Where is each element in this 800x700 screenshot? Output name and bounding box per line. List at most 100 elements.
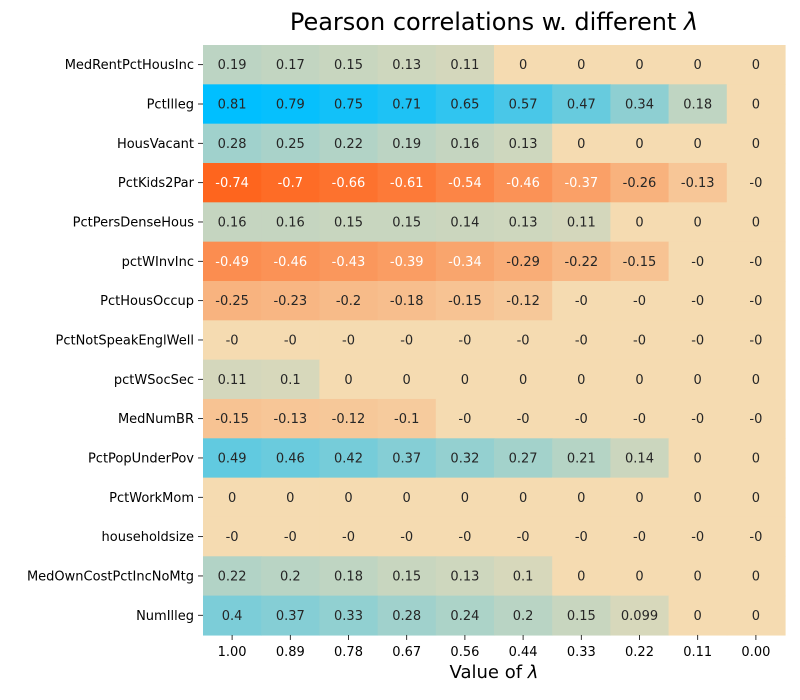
heatmap-cell-label: 0 xyxy=(635,58,643,73)
heatmap-cell xyxy=(494,241,553,282)
heatmap-cell-label: -0.25 xyxy=(215,294,249,309)
heatmap-cell xyxy=(726,595,786,636)
x-tick-label: 0.33 xyxy=(567,645,596,660)
heatmap-cell-label: -0.37 xyxy=(564,176,598,191)
heatmap-cell xyxy=(377,359,437,400)
heatmap-cell-label: -0 xyxy=(691,255,704,270)
heatmap-cell xyxy=(726,477,786,518)
heatmap-cell xyxy=(377,280,437,321)
heatmap-cell xyxy=(261,123,320,164)
heatmap-cell-label: 0 xyxy=(752,451,760,466)
heatmap-cell xyxy=(435,477,495,518)
heatmap-cell-label: 0 xyxy=(228,491,236,506)
heatmap-cell xyxy=(668,477,728,518)
heatmap-cell xyxy=(494,359,553,400)
heatmap-cell xyxy=(552,123,611,164)
heatmap-cell-label: 0.33 xyxy=(334,609,363,624)
heatmap-cell xyxy=(668,556,728,597)
heatmap-cell xyxy=(610,556,670,597)
heatmap-cell xyxy=(319,241,379,282)
x-tick-label: 0.00 xyxy=(741,645,770,660)
heatmap-cell xyxy=(494,556,553,597)
heatmap-cell xyxy=(435,359,495,400)
heatmap-cell xyxy=(203,477,262,518)
heatmap-cell xyxy=(668,398,728,439)
heatmap-cell xyxy=(668,45,728,85)
heatmap-cell-label: 0.13 xyxy=(450,569,479,584)
heatmap-cell-label: -0.29 xyxy=(506,255,540,270)
x-tick-label: 0.78 xyxy=(334,645,363,660)
heatmap-cell-label: 0 xyxy=(519,373,527,388)
heatmap-cell-label: 0 xyxy=(694,58,702,73)
heatmap-cell-label: -0 xyxy=(575,530,588,545)
heatmap-cell-label: 0.11 xyxy=(218,373,247,388)
heatmap-cell xyxy=(668,280,728,321)
heatmap-cell-label: 0.4 xyxy=(222,609,243,624)
heatmap-cell xyxy=(435,398,495,439)
heatmap-cell xyxy=(726,398,786,439)
x-tick-label: 0.67 xyxy=(392,645,421,660)
heatmap-cell xyxy=(610,123,670,164)
heatmap-cell xyxy=(552,438,611,479)
heatmap-cell-label: -0 xyxy=(633,294,646,309)
heatmap-cell-label: 0.13 xyxy=(509,215,538,230)
heatmap-cell-label: 0.14 xyxy=(450,215,479,230)
heatmap-cell xyxy=(610,45,670,85)
heatmap-cell xyxy=(494,438,553,479)
heatmap-cell-label: 0.71 xyxy=(392,98,421,113)
heatmap-cell xyxy=(494,280,553,321)
heatmap-cell xyxy=(377,320,437,361)
heatmap-cell xyxy=(610,438,670,479)
heatmap-cell-label: 0 xyxy=(461,373,469,388)
heatmap-cell xyxy=(435,280,495,321)
x-tick-labels: 1.00 0.89 0.78 0.67 0.56 0.44 0.33 0.22 0.11 0.00 xyxy=(218,634,770,660)
heatmap-cell xyxy=(552,202,611,243)
heatmap-cell-label: -0.43 xyxy=(332,255,366,270)
heatmap-cell xyxy=(319,438,379,479)
heatmap-cell-label: 0 xyxy=(694,215,702,230)
heatmap-cell-label: -0 xyxy=(691,412,704,427)
y-tick-label: PctIlleg xyxy=(147,98,194,113)
heatmap-cell xyxy=(319,84,379,125)
heatmap-cell-label: -0.74 xyxy=(215,176,249,191)
heatmap-cell xyxy=(319,595,379,636)
heatmap-cell-label: 0.65 xyxy=(450,98,479,113)
heatmap-cell-label: 0 xyxy=(752,58,760,73)
heatmap-cell xyxy=(726,84,786,125)
heatmap-cell xyxy=(552,280,611,321)
heatmap-cell-label: -0 xyxy=(400,530,413,545)
heatmap-cell xyxy=(377,241,437,282)
y-tick-label: pctWInvInc xyxy=(122,255,194,270)
heatmap-cell-label: 0.19 xyxy=(218,58,247,73)
heatmap-cell-label: -0.46 xyxy=(273,255,307,270)
heatmap-cell-label: -0.49 xyxy=(215,255,249,270)
heatmap-cell xyxy=(319,202,379,243)
heatmap-cell-label: -0 xyxy=(458,412,471,427)
heatmap-cell-label: 0.57 xyxy=(509,98,538,113)
x-tick-label: 0.89 xyxy=(276,645,305,660)
heatmap-cell xyxy=(668,84,728,125)
heatmap-cell xyxy=(261,45,320,85)
heatmap-cell-label: 0.37 xyxy=(392,451,421,466)
heatmap-cell-label: 0.2 xyxy=(513,609,534,624)
heatmap-cell-label: -0 xyxy=(691,333,704,348)
heatmap-cell xyxy=(319,320,379,361)
heatmap-cell-label: -0.2 xyxy=(336,294,361,309)
heatmap-cell-label: 0.15 xyxy=(392,569,421,584)
heatmap-cell-label: 0.099 xyxy=(621,609,658,624)
heatmap-cell xyxy=(435,162,495,203)
heatmap-cell-label: -0.18 xyxy=(390,294,424,309)
heatmap-cell xyxy=(726,438,786,479)
heatmap-cell-label: -0 xyxy=(517,530,530,545)
heatmap-cell xyxy=(552,45,611,85)
heatmap-cell xyxy=(668,359,728,400)
heatmap-cell-label: 0.1 xyxy=(280,373,301,388)
heatmap-cell xyxy=(261,241,320,282)
heatmap-cell-label: -0 xyxy=(575,412,588,427)
heatmap-cell-label: 0.25 xyxy=(276,137,305,152)
heatmap-cell-label: 0.11 xyxy=(450,58,479,73)
y-tick-label: MedOwnCostPctIncNoMtg xyxy=(27,569,194,584)
heatmap-cell-label: 0 xyxy=(577,491,585,506)
heatmap-cell xyxy=(726,516,786,557)
